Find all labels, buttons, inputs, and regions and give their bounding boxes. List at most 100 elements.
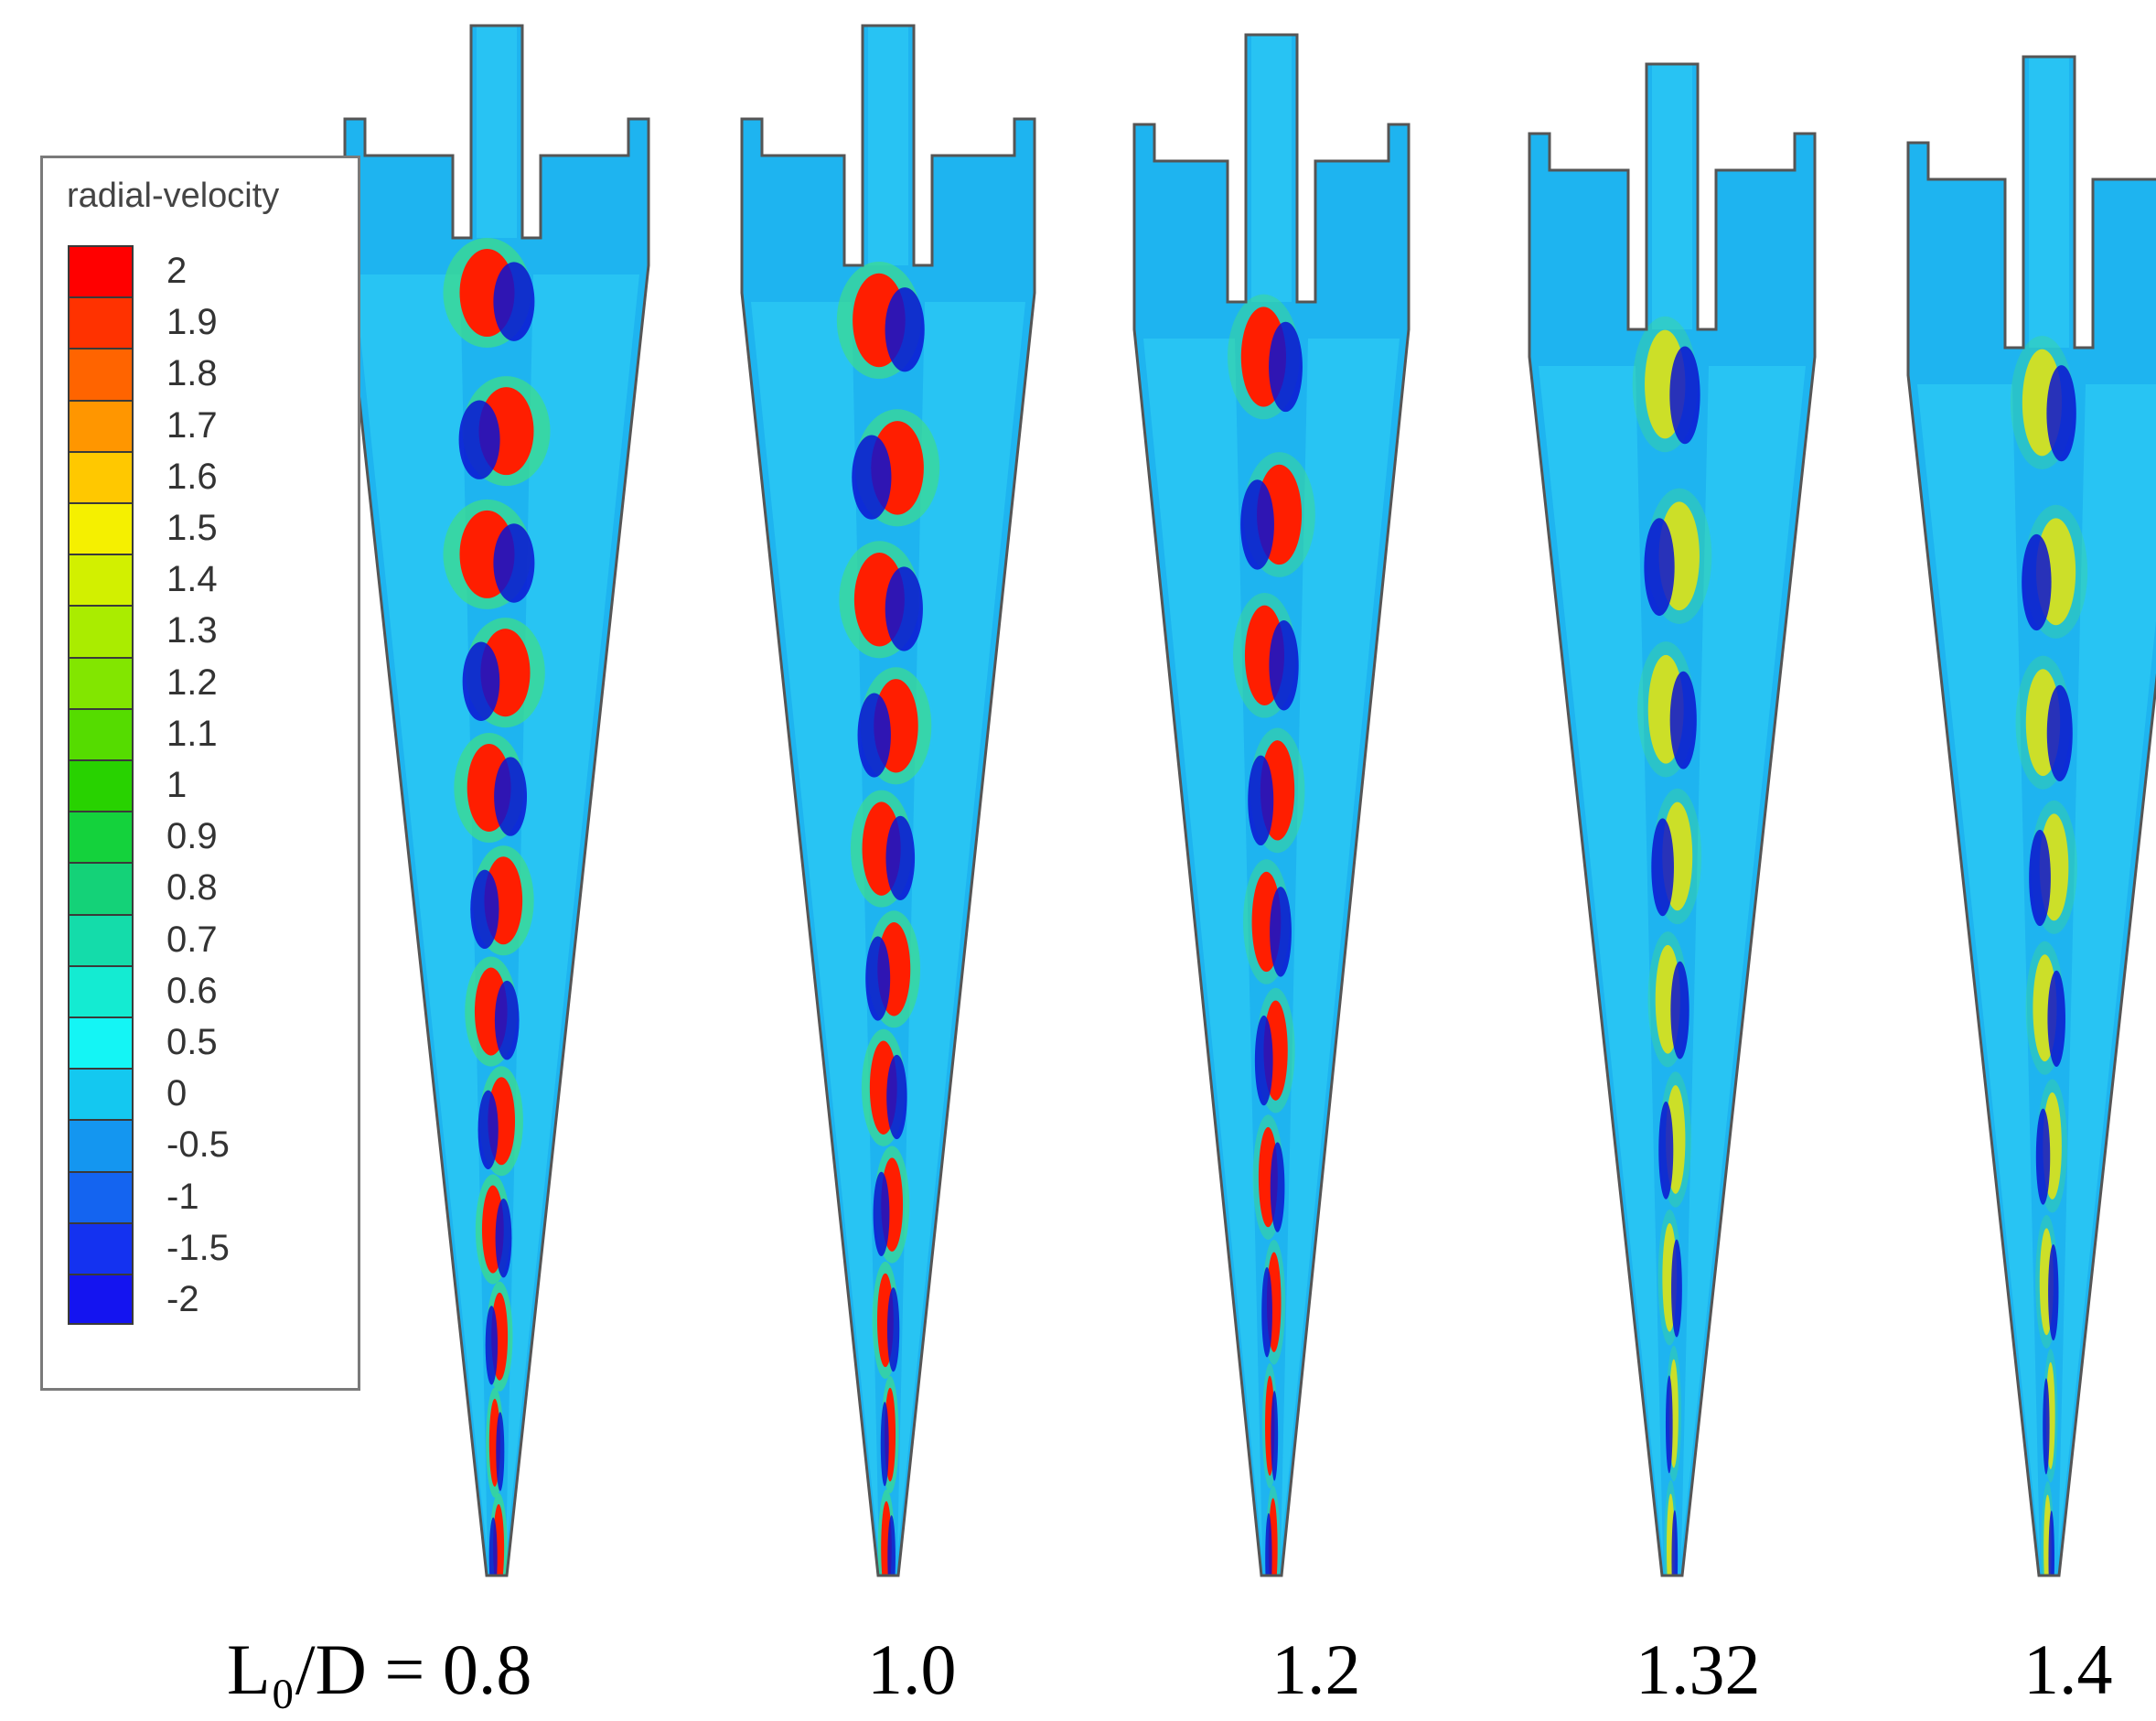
velocity-cell-negative bbox=[1270, 1142, 1285, 1232]
field-band bbox=[2029, 57, 2069, 348]
legend-swatch bbox=[68, 554, 134, 606]
case-label-3: 1.32 bbox=[1636, 1630, 1761, 1709]
velocity-cell-negative bbox=[1651, 818, 1674, 917]
legend-label: 0.8 bbox=[166, 867, 218, 909]
velocity-cell-negative bbox=[886, 1054, 907, 1140]
legend-swatch bbox=[68, 502, 134, 554]
case-label-4: 1.4 bbox=[2023, 1630, 2113, 1709]
field-band bbox=[1143, 339, 1262, 1557]
legend-swatch bbox=[68, 450, 134, 502]
legend: radial-velocity 2 1.9 1.8 1.7 1.6 1.5 1.4 1.3 1.… bbox=[40, 156, 360, 1391]
contour-case-2 bbox=[1134, 35, 1409, 1576]
velocity-cell-negative bbox=[493, 523, 535, 603]
legend-swatch bbox=[68, 707, 134, 759]
velocity-cell-negative bbox=[865, 936, 891, 1021]
legend-swatch bbox=[68, 1274, 134, 1326]
hydrocyclone-outline bbox=[1528, 62, 1817, 1577]
velocity-cell-negative bbox=[887, 1515, 896, 1576]
field-band bbox=[1251, 35, 1292, 302]
field-band bbox=[1681, 366, 1806, 1557]
case-label-2: 1.2 bbox=[1271, 1630, 1361, 1709]
legend-swatch bbox=[68, 811, 134, 863]
velocity-cell-negative bbox=[1671, 1510, 1679, 1576]
case-label-0: L₀/D = 0.8 bbox=[227, 1630, 532, 1709]
legend-swatch bbox=[68, 1221, 134, 1274]
velocity-cell-negative bbox=[1248, 755, 1274, 846]
legend-swatch bbox=[68, 913, 134, 965]
legend-swatch bbox=[68, 605, 134, 657]
velocity-cell-negative bbox=[477, 1090, 499, 1170]
hydrocyclone-outline bbox=[740, 24, 1036, 1577]
velocity-cell-negative bbox=[2048, 1511, 2054, 1576]
legend-label: 0.9 bbox=[166, 816, 218, 857]
velocity-cell-negative bbox=[470, 869, 499, 950]
velocity-cell-negative bbox=[1658, 1101, 1674, 1199]
velocity-cell-negative bbox=[494, 757, 528, 836]
legend-label: 0.6 bbox=[166, 970, 218, 1011]
legend-label: 1.8 bbox=[166, 353, 218, 394]
velocity-cell-negative bbox=[2046, 684, 2073, 781]
hydrocyclone-outline bbox=[343, 24, 650, 1577]
field-band bbox=[2058, 384, 2156, 1557]
legend-label: 1.1 bbox=[166, 713, 218, 754]
legend-swatch bbox=[68, 1170, 134, 1222]
legend-swatch bbox=[68, 399, 134, 451]
velocity-cell-negative bbox=[2022, 533, 2052, 631]
velocity-cell-negative bbox=[1265, 1512, 1272, 1576]
field-band bbox=[354, 274, 488, 1557]
velocity-cell-negative bbox=[493, 262, 535, 341]
velocity-cell-negative bbox=[1670, 961, 1689, 1059]
legend-swatch bbox=[68, 296, 134, 349]
velocity-cell-negative bbox=[1269, 620, 1299, 711]
legend-swatch bbox=[68, 862, 134, 914]
velocity-cell-negative bbox=[488, 1517, 498, 1576]
field-band bbox=[897, 302, 1025, 1557]
legend-label: 1.2 bbox=[166, 662, 218, 703]
legend-swatch bbox=[68, 1068, 134, 1120]
field-band bbox=[1652, 64, 1692, 329]
velocity-cell-negative bbox=[880, 1402, 889, 1487]
velocity-cell-negative bbox=[852, 435, 892, 520]
velocity-cell-negative bbox=[1254, 1015, 1273, 1106]
hydrocyclone-outline bbox=[1906, 55, 2156, 1577]
legend-label: 1.9 bbox=[166, 302, 218, 343]
field-band bbox=[506, 274, 639, 1557]
legend-label: 1.4 bbox=[166, 559, 218, 600]
velocity-cell-negative bbox=[496, 1412, 505, 1491]
legend-label: -1.5 bbox=[166, 1227, 230, 1268]
velocity-cell-negative bbox=[886, 1287, 900, 1372]
velocity-cell-negative bbox=[1671, 1239, 1682, 1338]
legend-label: 2 bbox=[166, 251, 188, 291]
legend-title: radial-velocity bbox=[67, 177, 280, 215]
contour-case-0 bbox=[345, 26, 649, 1576]
legend-label: -0.5 bbox=[166, 1124, 230, 1166]
legend-label: 1 bbox=[166, 765, 188, 805]
field-band bbox=[477, 26, 517, 238]
field-band bbox=[1539, 366, 1663, 1557]
legend-swatch bbox=[68, 245, 134, 297]
velocity-cell-negative bbox=[494, 980, 520, 1060]
legend-label: 0 bbox=[166, 1073, 188, 1114]
legend-swatch bbox=[68, 1119, 134, 1171]
legend-label: 1.5 bbox=[166, 508, 218, 548]
velocity-cell-negative bbox=[495, 1198, 512, 1278]
contour-case-4 bbox=[1908, 57, 2156, 1576]
velocity-cell-negative bbox=[873, 1171, 890, 1256]
velocity-cell-negative bbox=[2047, 970, 2065, 1067]
velocity-cell-negative bbox=[485, 1306, 499, 1385]
velocity-cell-negative bbox=[458, 400, 500, 479]
velocity-cell-negative bbox=[2029, 829, 2051, 927]
velocity-cell-negative bbox=[885, 287, 925, 372]
legend-label: 1.7 bbox=[166, 404, 218, 446]
hydrocyclone-outline bbox=[1132, 33, 1411, 1577]
field-band bbox=[868, 26, 908, 265]
contour-case-3 bbox=[1529, 64, 1815, 1576]
velocity-cell-negative bbox=[1644, 518, 1675, 617]
velocity-cell-negative bbox=[1669, 671, 1697, 769]
legend-label: 1.3 bbox=[166, 610, 218, 651]
velocity-cell-negative bbox=[857, 693, 891, 778]
legend-label: -1 bbox=[166, 1176, 199, 1217]
legend-label: 0.7 bbox=[166, 919, 218, 960]
